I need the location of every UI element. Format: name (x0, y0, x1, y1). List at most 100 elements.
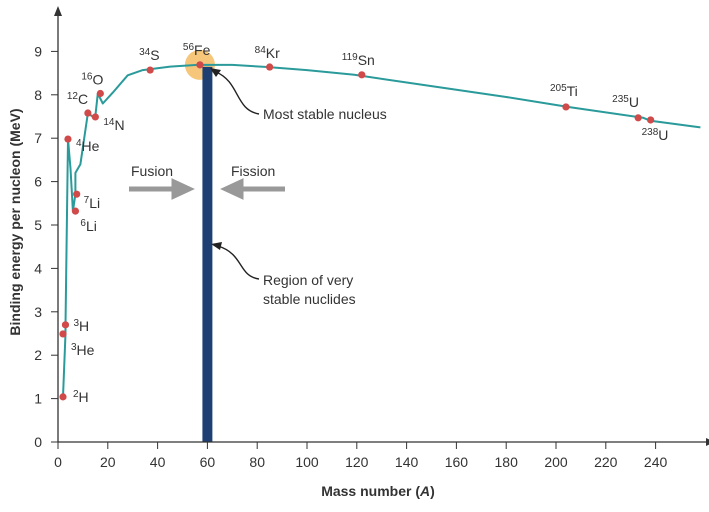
x-tick-label: 40 (150, 454, 166, 470)
most-stable-pointer (215, 71, 260, 115)
x-tick-label: 180 (495, 454, 519, 470)
point-label: 119Sn (342, 52, 375, 68)
data-point-6Li (71, 207, 80, 215)
element-symbol: C (78, 91, 88, 107)
point-label: 238U (642, 127, 669, 143)
mass-number: 3 (71, 342, 77, 353)
data-point-12C (84, 109, 92, 117)
y-tick-label: 0 (34, 434, 42, 450)
x-tick-label: 60 (200, 454, 216, 470)
point-label: 56Fe (183, 42, 211, 58)
region-label-line1: Region of very (263, 272, 353, 288)
x-axis-label: Mass number (A) (321, 483, 435, 499)
data-point-14N (91, 113, 99, 121)
element-symbol: U (629, 94, 639, 110)
y-tick-label: 8 (34, 87, 42, 103)
x-tick-label: 20 (100, 454, 116, 470)
point-label: 12C (67, 91, 88, 107)
mass-number: 16 (81, 71, 93, 82)
y-tick-label: 2 (34, 347, 42, 363)
point-label: 16O (81, 71, 103, 87)
mass-number: 205 (550, 83, 567, 94)
point-label: 4He (76, 138, 100, 154)
element-symbol: Li (89, 195, 100, 211)
fusion-label: Fusion (131, 163, 173, 179)
element-symbol: Fe (194, 42, 211, 58)
x-tick-label: 100 (295, 454, 319, 470)
mass-number: 238 (642, 127, 659, 138)
x-axis-arrowhead (706, 438, 709, 446)
point-label: 14N (103, 117, 124, 133)
region-arrowhead (211, 242, 222, 250)
y-tick-label: 4 (34, 260, 42, 276)
region-label-line2: stable nuclides (263, 291, 356, 307)
mass-number: 3 (73, 318, 79, 329)
x-tick-label: 160 (445, 454, 469, 470)
y-tick-label: 6 (34, 174, 42, 190)
mass-number: 235 (612, 94, 629, 105)
x-tick-label: 80 (249, 454, 265, 470)
x-tick-label: 140 (395, 454, 419, 470)
x-axis-label-var: A (419, 483, 430, 499)
mass-number: 84 (255, 45, 267, 56)
element-symbol: He (77, 342, 95, 358)
x-tick-label: 220 (594, 454, 618, 470)
data-point-238U (647, 116, 655, 124)
element-symbol: H (79, 389, 89, 405)
most-stable-label: Most stable nucleus (263, 106, 387, 122)
data-point-7Li (73, 190, 81, 198)
point-label: 205Ti (550, 83, 578, 99)
point-label: 2H (73, 389, 89, 405)
data-point-235U (634, 114, 642, 122)
x-axis-label-text: Mass number ( (321, 483, 420, 499)
data-point-4He (64, 135, 72, 143)
mass-number: 12 (67, 91, 79, 102)
mass-number: 7 (84, 195, 90, 206)
element-symbol: Kr (266, 45, 280, 61)
point-label: 7Li (84, 195, 100, 211)
x-axis-label-end: ) (430, 483, 435, 499)
data-point-119Sn (358, 71, 366, 79)
point-label: 84Kr (255, 45, 280, 61)
mass-number: 14 (103, 117, 115, 128)
fusion-arrow (129, 178, 195, 200)
element-symbol: He (82, 138, 100, 154)
element-symbol: N (114, 117, 124, 133)
x-tick-label: 240 (644, 454, 668, 470)
mass-number: 4 (76, 138, 82, 149)
data-point-56Fe (196, 61, 204, 69)
point-label: 6Li (80, 218, 96, 234)
point-label: 34S (139, 47, 159, 63)
data-point-3H (61, 321, 70, 329)
y-tick-label: 7 (34, 130, 42, 146)
y-tick-label: 5 (34, 217, 42, 233)
most-stable-arrowhead (210, 68, 221, 77)
fission-arrow (220, 178, 285, 200)
stable-region-band (202, 66, 213, 442)
element-symbol: Ti (567, 83, 578, 99)
mass-number: 119 (342, 52, 358, 63)
point-label: 3H (73, 318, 89, 334)
data-point-16O (96, 89, 104, 98)
y-tick-label: 3 (34, 304, 42, 320)
mass-number: 34 (139, 47, 151, 58)
y-tick-label: 1 (34, 391, 42, 407)
data-point-205Ti (562, 103, 570, 111)
fission-label: Fission (231, 163, 275, 179)
x-tick-label: 120 (345, 454, 369, 470)
element-symbol: O (92, 71, 103, 87)
mass-number: 2 (73, 389, 79, 400)
point-label: 3He (71, 342, 95, 358)
y-axis-arrowhead (54, 6, 62, 16)
data-point-2H (59, 393, 67, 401)
y-tick-label: 9 (34, 43, 42, 59)
x-tick-label: 0 (54, 454, 62, 470)
data-point-34S (146, 66, 154, 74)
element-symbol: Li (86, 218, 97, 234)
data-point-3He (59, 330, 67, 338)
y-axis-label: Binding energy per nucleon (MeV) (7, 108, 23, 335)
element-symbol: H (79, 318, 89, 334)
element-symbol: Sn (358, 52, 375, 68)
data-point-84Kr (266, 63, 274, 71)
